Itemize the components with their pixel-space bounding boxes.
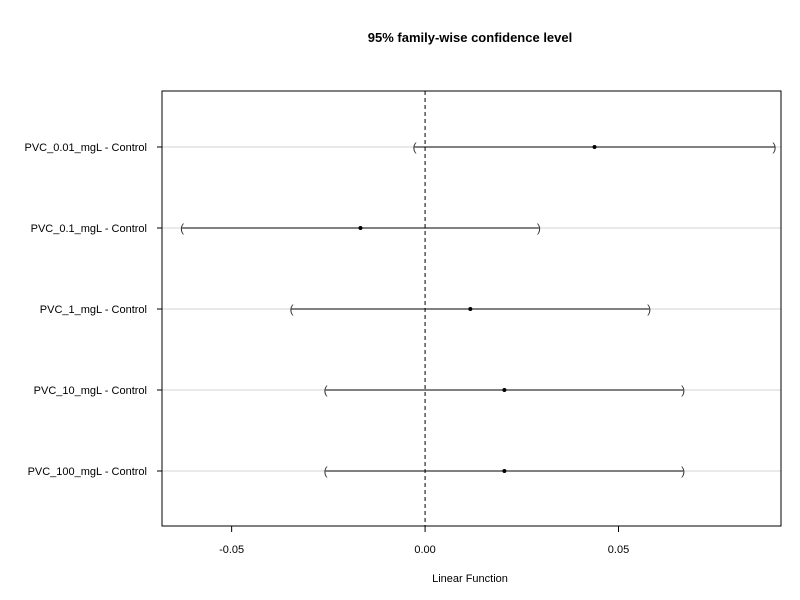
upper-bound-mark: ) [681, 383, 685, 397]
estimate-point [468, 307, 473, 311]
estimate-point [502, 388, 507, 392]
lower-bound-mark: ( [180, 221, 184, 235]
category-label: PVC_100_mgL - Control [28, 466, 147, 478]
lower-bound-mark: ( [324, 464, 328, 478]
x-tick-label: 0.05 [608, 544, 629, 556]
upper-bound-mark: ) [681, 464, 685, 478]
upper-bound-mark: ) [537, 221, 541, 235]
x-tick-label: 0.00 [414, 544, 435, 556]
category-label: PVC_0.01_mgL - Control [25, 142, 148, 154]
upper-bound-mark: ) [647, 302, 651, 316]
interval-layer: () () () () () [180, 140, 776, 478]
category-label: PVC_0.1_mgL - Control [31, 223, 147, 235]
lower-bound-mark: ( [413, 140, 417, 154]
x-tick-label: -0.05 [219, 544, 244, 556]
estimate-point [592, 145, 597, 149]
x-axis: -0.05 0.00 0.05 [219, 526, 629, 556]
lower-bound-mark: ( [324, 383, 328, 397]
category-label: PVC_1_mgL - Control [40, 304, 147, 316]
estimate-point [502, 469, 507, 473]
lower-bound-mark: ( [290, 302, 294, 316]
chart-title: 95% family-wise confidence level [368, 30, 572, 45]
category-label: PVC_10_mgL - Control [34, 385, 147, 397]
estimate-point [358, 226, 363, 230]
y-axis: PVC_0.01_mgL - Control PVC_0.1_mgL - Cont… [25, 142, 162, 478]
x-axis-label: Linear Function [432, 573, 508, 585]
upper-bound-mark: ) [772, 140, 776, 154]
